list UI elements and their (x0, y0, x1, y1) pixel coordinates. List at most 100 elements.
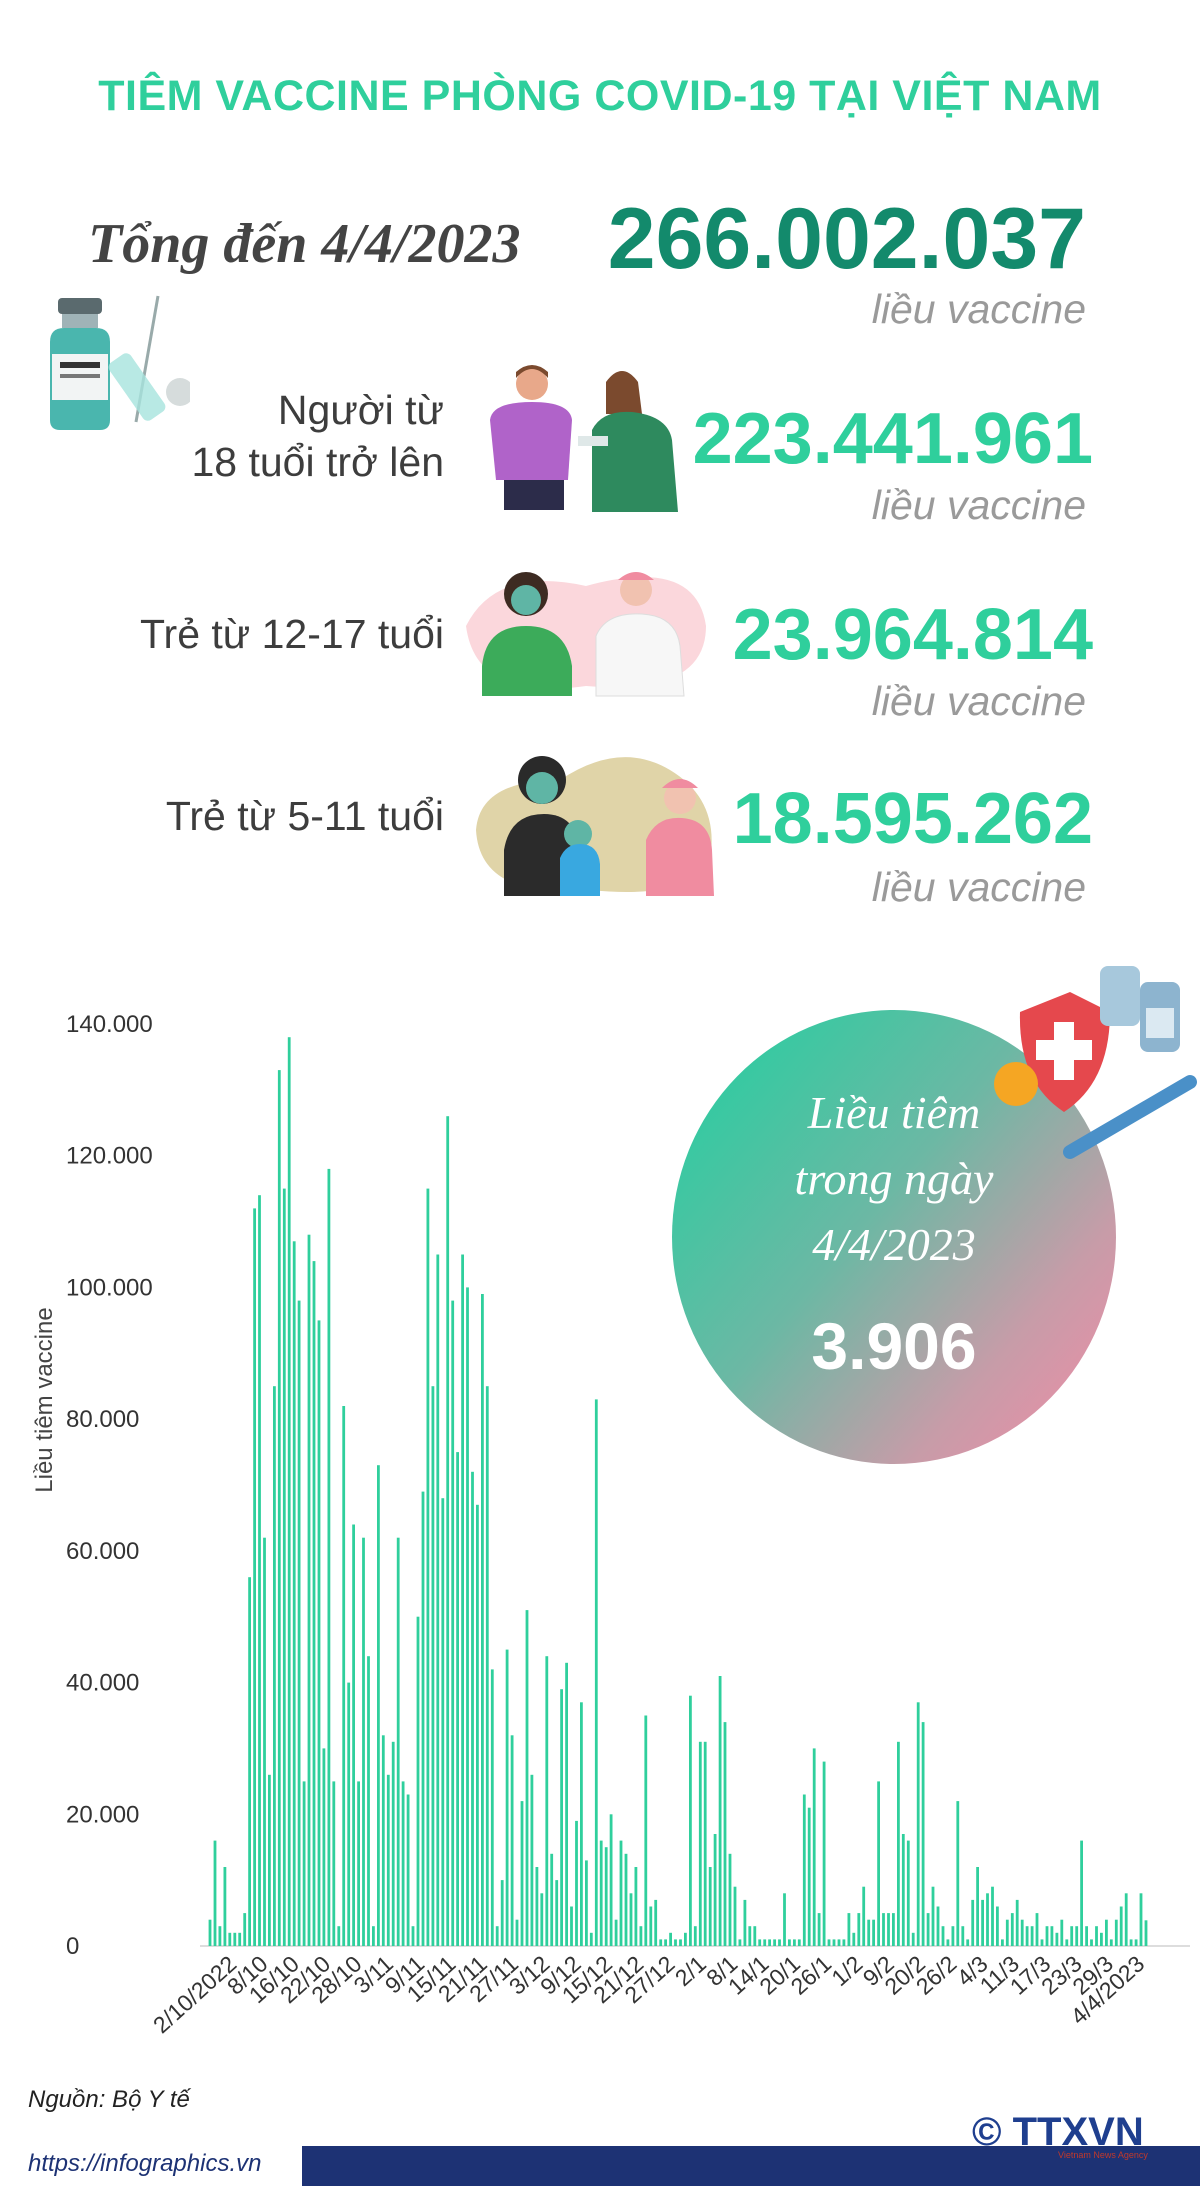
bar (312, 1261, 316, 1946)
bar (901, 1834, 905, 1946)
daily-doses-bar-chart: Liều tiêm vaccine 0 20.000 40.000 60.000 80.… (31, 1011, 1190, 2038)
bar (1124, 1893, 1128, 1946)
bar (788, 1939, 791, 1946)
ttxvn-logo-subtitle: Vietnam News Agency (1058, 2150, 1148, 2160)
bar (530, 1774, 534, 1946)
bar (292, 1241, 296, 1946)
y-tick-label: 100.000 (66, 1274, 153, 1301)
bar (649, 1906, 653, 1946)
bar (614, 1919, 618, 1946)
bar (550, 1853, 554, 1946)
bar (644, 1715, 648, 1946)
bar (604, 1847, 608, 1946)
bar (857, 1913, 861, 1946)
bar (619, 1840, 623, 1946)
total-label: Tổng đến 4/4/2023 (88, 213, 521, 275)
bar (941, 1926, 945, 1946)
bar (421, 1491, 425, 1946)
bar (654, 1899, 658, 1946)
bar (362, 1537, 365, 1946)
x-axis-ticks: 2/10/20228/1016/1022/1028/103/119/1115/1… (148, 1950, 1149, 2038)
bar (961, 1926, 965, 1946)
bar (381, 1735, 385, 1946)
bar (594, 1399, 598, 1946)
bar (495, 1926, 499, 1946)
bar (545, 1656, 549, 1946)
bar (634, 1867, 638, 1946)
bar (1015, 1899, 1019, 1946)
bar (560, 1689, 563, 1946)
bar (897, 1741, 900, 1946)
bar (253, 1208, 256, 1946)
category-teen-label: Trẻ từ 12-17 tuổi (140, 611, 444, 657)
source-note: Nguồn: Bộ Y tế (28, 2086, 190, 2113)
category-adult-label-line2: 18 tuổi trở lên (191, 439, 444, 485)
bar (832, 1939, 836, 1946)
bar (322, 1748, 326, 1946)
bar (1001, 1939, 1004, 1946)
bar (911, 1932, 915, 1946)
bar (258, 1195, 261, 1946)
bar (837, 1939, 841, 1946)
bar (268, 1774, 271, 1946)
total-unit: liều vaccine (871, 286, 1086, 332)
bar (991, 1886, 994, 1946)
bar (976, 1867, 979, 1946)
bar (243, 1913, 247, 1946)
bar (540, 1893, 544, 1946)
bar (1005, 1919, 1009, 1946)
bar (372, 1926, 375, 1946)
bar (1109, 1939, 1113, 1946)
bar (436, 1254, 440, 1946)
bar (347, 1682, 351, 1946)
bar (273, 1386, 276, 1946)
vaccine-bottle-icon (50, 295, 190, 430)
bar (451, 1300, 455, 1946)
bar (1065, 1939, 1069, 1946)
bar (377, 1465, 380, 1946)
bar (802, 1794, 806, 1946)
bar (738, 1939, 742, 1946)
bar (689, 1695, 692, 1946)
bar (1139, 1893, 1143, 1946)
bar (624, 1853, 628, 1946)
bar (887, 1913, 890, 1946)
bar (352, 1524, 355, 1946)
y-tick-label: 60.000 (66, 1538, 139, 1565)
ttxvn-logo: © TTXVN (972, 2110, 1144, 2154)
bar (778, 1939, 781, 1946)
bar (817, 1913, 821, 1946)
bar (926, 1913, 930, 1946)
bar (1144, 1920, 1148, 1946)
bar (446, 1116, 450, 1946)
bar (793, 1939, 796, 1946)
bar (1090, 1939, 1093, 1946)
bar (1105, 1919, 1108, 1946)
bar (664, 1939, 667, 1946)
bar (332, 1781, 336, 1946)
bar (1040, 1939, 1044, 1946)
bar (708, 1867, 712, 1946)
bar (386, 1774, 390, 1946)
y-tick-label: 40.000 (66, 1670, 139, 1697)
bar (1020, 1919, 1024, 1946)
bar (520, 1801, 524, 1946)
bar (1045, 1926, 1049, 1946)
bar (426, 1188, 430, 1946)
bar (639, 1926, 643, 1946)
y-axis-label: Liều tiêm vaccine (31, 1307, 58, 1492)
bar (500, 1880, 504, 1946)
bar (589, 1932, 593, 1946)
bar (471, 1471, 474, 1946)
bar (882, 1913, 885, 1946)
bar (698, 1741, 702, 1946)
bar (213, 1840, 217, 1946)
bar (1119, 1906, 1123, 1946)
bar (758, 1939, 762, 1946)
bar (317, 1320, 321, 1946)
bar (743, 1899, 747, 1946)
x-tick-label: 2/10/2022 (148, 1950, 241, 2038)
bar (1085, 1926, 1088, 1946)
bar (570, 1906, 573, 1946)
footer-url-link[interactable]: https://infographics.vn (28, 2150, 262, 2177)
